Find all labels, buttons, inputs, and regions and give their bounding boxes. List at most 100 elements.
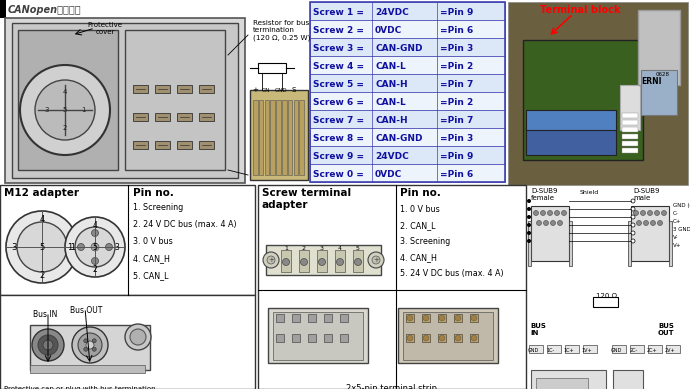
Bar <box>569 221 572 266</box>
Circle shape <box>17 222 67 272</box>
Circle shape <box>544 221 549 226</box>
Text: BUS
OUT: BUS OUT <box>658 323 675 336</box>
Circle shape <box>92 258 99 265</box>
Text: CAN-H: CAN-H <box>375 116 408 124</box>
Circle shape <box>65 217 125 277</box>
Bar <box>282 100 286 175</box>
Circle shape <box>455 315 461 321</box>
Bar <box>630 345 644 353</box>
Bar <box>281 250 291 272</box>
Circle shape <box>20 65 110 155</box>
Bar <box>5 18 245 183</box>
Bar <box>199 141 214 149</box>
Bar <box>273 312 363 360</box>
Bar <box>18 30 118 170</box>
Circle shape <box>301 259 308 266</box>
Bar <box>398 308 498 363</box>
Text: V+: V+ <box>673 242 682 247</box>
Text: 24VDC: 24VDC <box>375 151 408 161</box>
Text: 1: 1 <box>81 107 86 113</box>
Bar <box>30 325 150 370</box>
Circle shape <box>540 210 546 216</box>
Text: 5: 5 <box>92 242 97 252</box>
Text: 1C-: 1C- <box>547 348 555 353</box>
Circle shape <box>86 341 94 349</box>
Bar <box>258 63 286 73</box>
Bar <box>526 125 616 155</box>
Circle shape <box>91 243 99 251</box>
Bar <box>470 314 478 322</box>
Text: =Pin 6: =Pin 6 <box>440 26 473 35</box>
Bar <box>648 345 662 353</box>
Bar <box>30 365 145 373</box>
Circle shape <box>562 210 566 216</box>
Circle shape <box>6 211 78 283</box>
Text: 5: 5 <box>63 107 67 113</box>
Circle shape <box>558 221 562 226</box>
Text: V-: V- <box>673 235 678 240</box>
Text: 1. Screening: 1. Screening <box>133 203 184 212</box>
Circle shape <box>527 223 531 227</box>
Bar <box>155 85 170 93</box>
Text: Bus IN: Bus IN <box>33 310 57 319</box>
Bar <box>523 40 643 160</box>
Text: =Pin 6: =Pin 6 <box>440 170 473 179</box>
Text: 3. 0 V bus: 3. 0 V bus <box>133 237 172 246</box>
Circle shape <box>631 215 635 219</box>
Bar <box>310 92 505 110</box>
Circle shape <box>267 256 275 264</box>
Text: 4: 4 <box>338 246 342 251</box>
Text: C+: C+ <box>673 219 682 224</box>
Bar <box>628 221 631 266</box>
Text: Protective cap or plug with bus termination
resistor if connection is not used.: Protective cap or plug with bus terminat… <box>4 386 156 389</box>
Text: Terminal block: Terminal block <box>540 5 620 15</box>
Circle shape <box>43 340 53 350</box>
Bar <box>526 110 616 130</box>
Circle shape <box>537 221 542 226</box>
Text: +: + <box>373 257 379 263</box>
Bar <box>258 185 526 389</box>
Bar <box>310 56 505 74</box>
Bar <box>613 370 643 389</box>
Bar <box>270 100 275 175</box>
Circle shape <box>423 335 429 341</box>
Circle shape <box>125 324 151 350</box>
Bar <box>622 148 638 153</box>
Text: 3: 3 <box>115 242 119 252</box>
Bar <box>669 221 672 266</box>
Circle shape <box>407 315 413 321</box>
Text: =Pin 3: =Pin 3 <box>440 44 473 53</box>
Circle shape <box>35 80 95 140</box>
Text: 3: 3 <box>320 246 324 251</box>
Bar <box>612 345 626 353</box>
Bar <box>622 120 638 125</box>
Text: CANopen总线应用: CANopen总线应用 <box>8 5 81 15</box>
Bar <box>406 334 414 342</box>
Text: 4. CAN_H: 4. CAN_H <box>133 254 170 263</box>
Text: 0628: 0628 <box>656 72 670 77</box>
Bar <box>310 2 505 182</box>
Circle shape <box>527 231 531 235</box>
Text: 2: 2 <box>92 265 97 273</box>
Bar <box>177 141 192 149</box>
Bar <box>310 128 505 146</box>
Bar <box>638 10 680 85</box>
Bar <box>259 100 264 175</box>
Circle shape <box>547 210 553 216</box>
Circle shape <box>555 210 560 216</box>
Text: 1V+: 1V+ <box>582 348 592 353</box>
Text: =Pin 2: =Pin 2 <box>440 61 473 70</box>
Text: D-SUB9
female: D-SUB9 female <box>531 188 558 201</box>
Bar <box>299 250 309 272</box>
Text: +: + <box>268 257 274 263</box>
Bar <box>536 378 588 389</box>
Circle shape <box>633 210 638 216</box>
Circle shape <box>319 259 326 266</box>
Bar <box>622 134 638 139</box>
Circle shape <box>631 239 635 243</box>
Circle shape <box>372 256 380 264</box>
Text: Screw 7 =: Screw 7 = <box>313 116 364 124</box>
Text: CAN-L: CAN-L <box>375 98 406 107</box>
Circle shape <box>83 339 88 343</box>
Text: 0VDC: 0VDC <box>375 170 402 179</box>
